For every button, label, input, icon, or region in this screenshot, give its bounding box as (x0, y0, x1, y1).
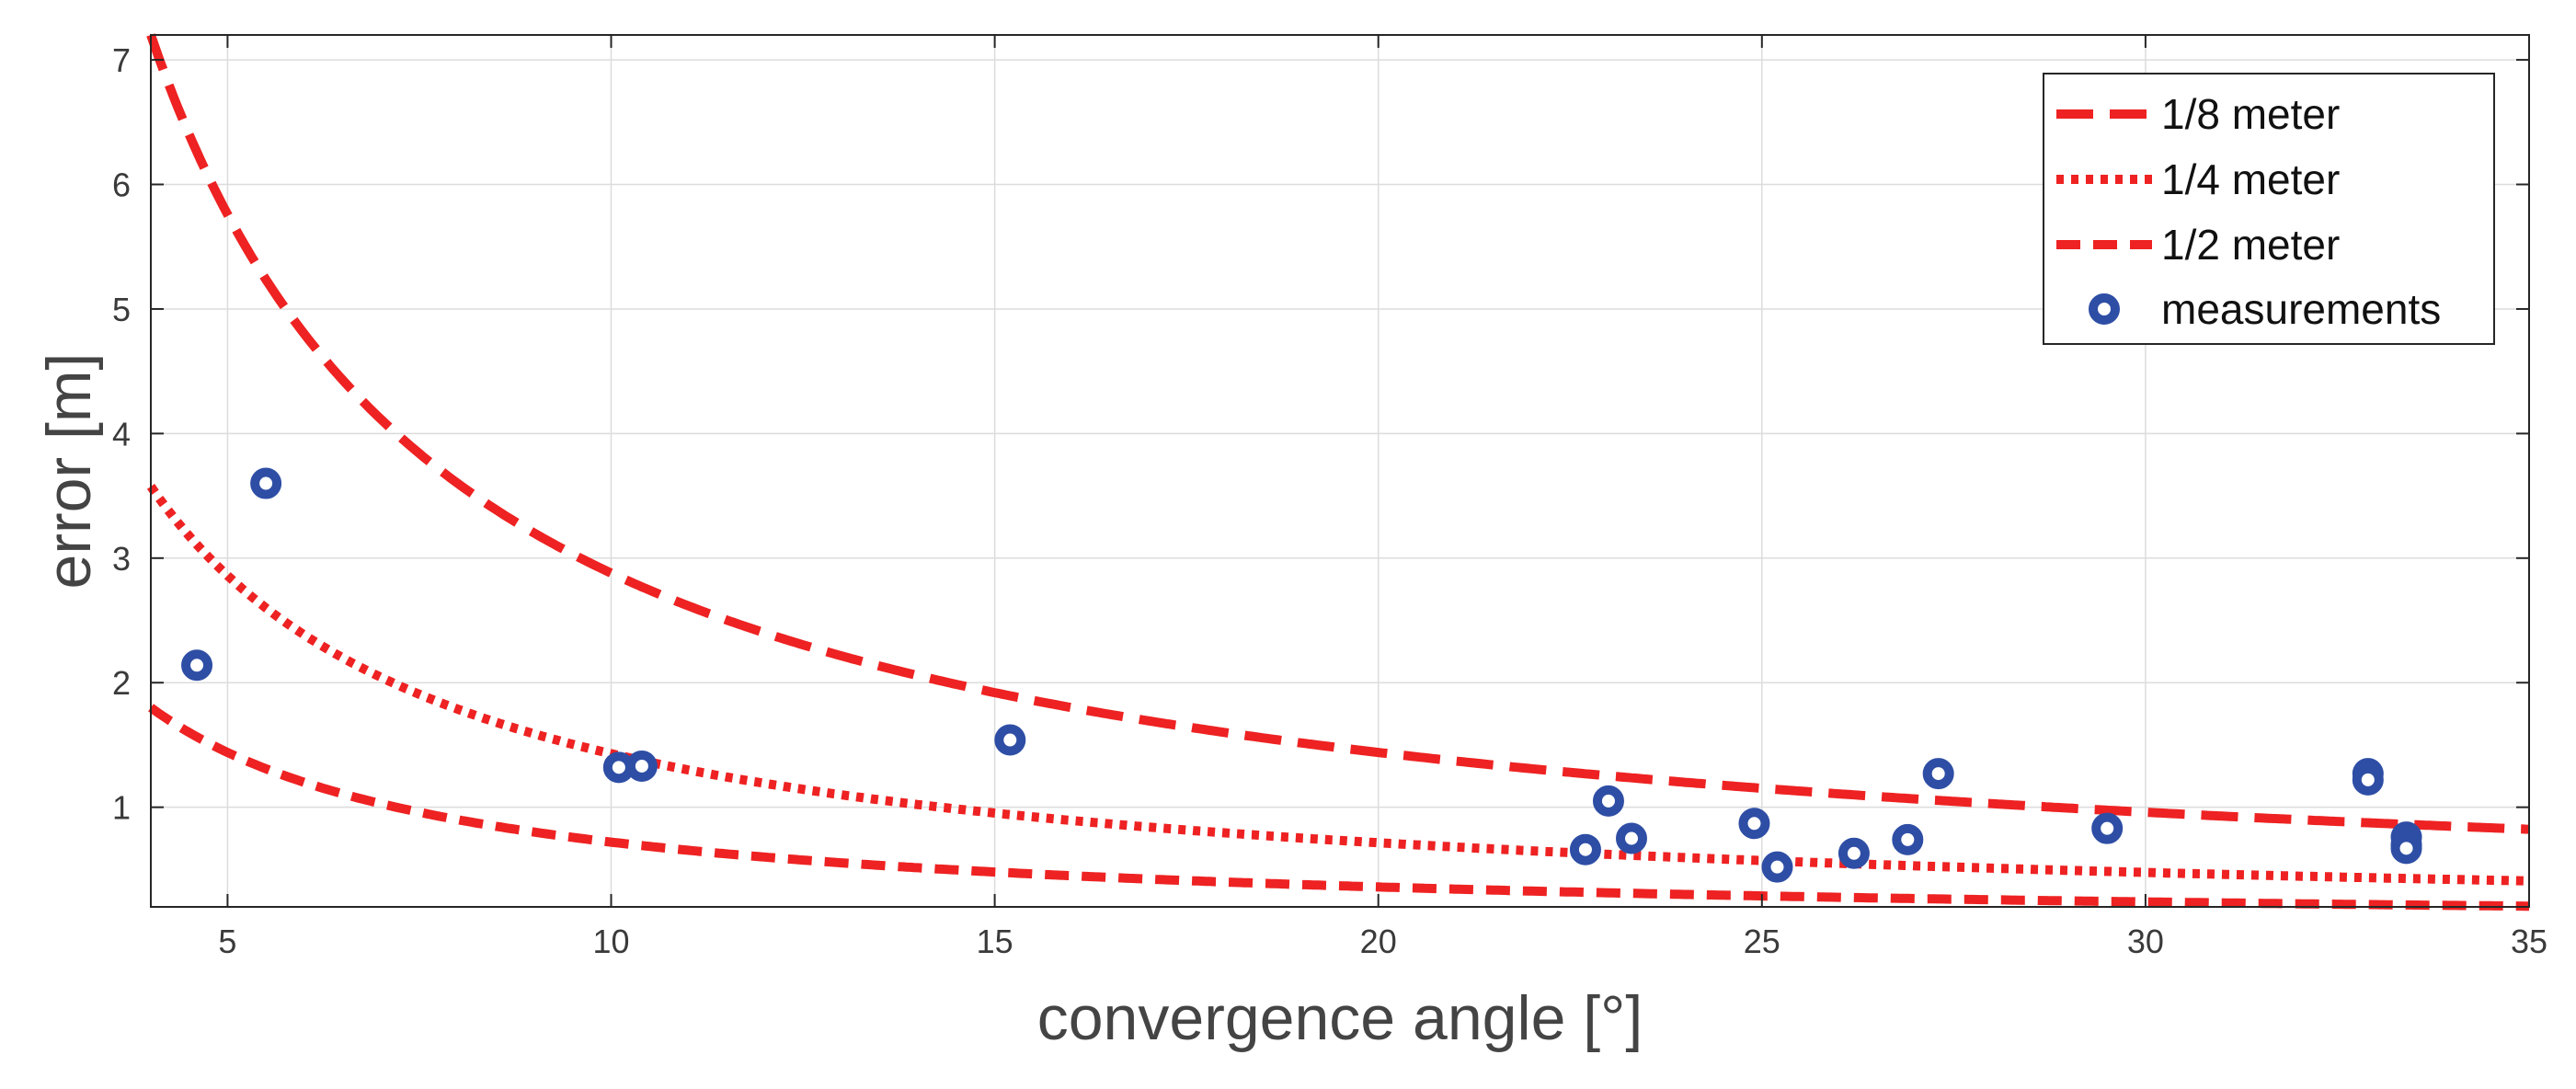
x-axis-title: convergence angle [°] (1037, 983, 1643, 1053)
legend-label-1-2-meter: 1/2 meter (2161, 221, 2340, 269)
x-tick-label: 5 (218, 923, 236, 960)
measurement-point (2352, 763, 2384, 796)
curve-1-8-meter-series (146, 33, 2530, 834)
measurement-point (2091, 812, 2124, 844)
legend-label-1-4-meter: 1/4 meter (2161, 155, 2340, 203)
x-tick-label: 20 (1360, 923, 1397, 960)
measurement-points (181, 467, 2422, 883)
measurement-point (1615, 822, 1647, 854)
x-tick-label: 30 (2127, 923, 2164, 960)
y-tick-label: 7 (112, 41, 131, 79)
measurement-point (994, 724, 1026, 756)
axis-ticks: 5 10 15 20 25 30 35 1 2 3 4 5 6 7 (112, 35, 2547, 960)
legend-marker-measurements (2089, 293, 2120, 325)
y-axis-title: error [m] (34, 353, 104, 590)
x-tick-label: 35 (2511, 923, 2547, 960)
plot-frame (150, 34, 2530, 908)
measurement-point (1761, 851, 1793, 883)
y-tick-label: 5 (112, 291, 131, 328)
legend-label-measurements: measurements (2161, 285, 2441, 333)
y-tick-label: 2 (112, 664, 131, 702)
curve-1-2-meter-series (148, 704, 2529, 911)
measurement-point (1569, 833, 1601, 865)
legend-label-1-8-meter: 1/8 meter (2161, 90, 2340, 138)
measurement-point (1922, 758, 1954, 790)
measurement-point (2390, 832, 2422, 865)
measurement-point (1838, 837, 1870, 869)
measurement-point (181, 649, 213, 682)
y-tick-label: 6 (112, 166, 131, 204)
measurement-point (625, 750, 658, 782)
curve-1-4-meter-series (146, 484, 2530, 886)
measurement-point (250, 467, 282, 499)
legend: 1/8 meter 1/4 meter 1/2 meter measuremen… (2043, 73, 2495, 345)
y-tick-label: 1 (112, 789, 131, 827)
measurement-point (1592, 785, 1624, 817)
measurement-point (1892, 823, 1924, 855)
y-tick-label: 4 (112, 415, 131, 453)
curves (146, 33, 2530, 911)
x-tick-label: 15 (977, 923, 1013, 960)
x-tick-label: 25 (1744, 923, 1780, 960)
measurement-point (1738, 808, 1770, 840)
x-tick-label: 10 (592, 923, 629, 960)
y-tick-label: 3 (112, 540, 131, 578)
